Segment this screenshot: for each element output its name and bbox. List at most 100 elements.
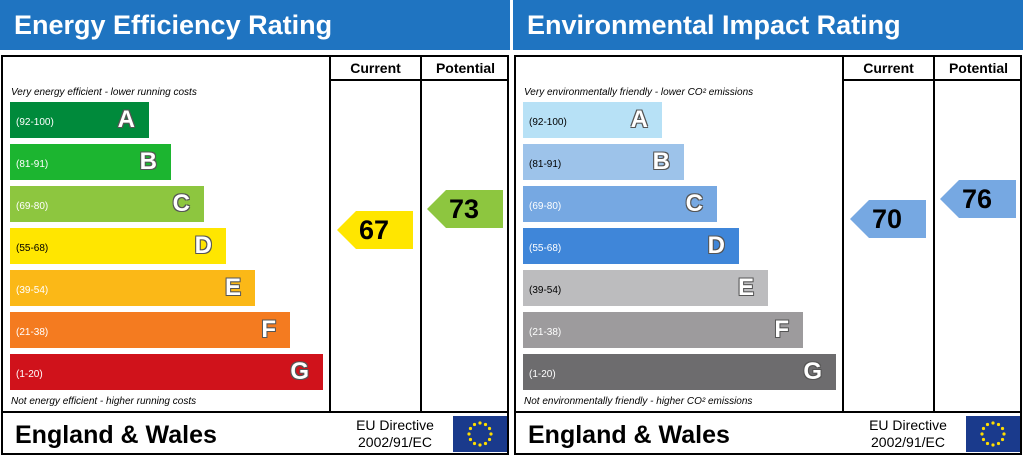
top-caption: Very environmentally friendly - lower CO… xyxy=(524,87,754,98)
band-g: (1-20) G xyxy=(10,354,323,390)
current-arrow-fill xyxy=(850,200,926,239)
current-arrow-shape xyxy=(850,200,926,239)
band-f: (21-38) F xyxy=(523,312,803,348)
chart-title: Environmental Impact Rating xyxy=(513,0,1023,50)
band-g: (1-20) G xyxy=(523,354,836,390)
band-b: (81-91) B xyxy=(523,144,684,180)
potential-arrow-shape xyxy=(427,190,503,229)
column-potential: Potential xyxy=(948,60,1009,76)
header-divider xyxy=(842,79,1022,81)
eu-star-icon xyxy=(472,441,477,446)
current-rating-arrow: 70 xyxy=(850,200,926,239)
band-letter: A xyxy=(630,106,648,133)
band-letter: B xyxy=(139,148,157,175)
eu-directive: EU Directive 2002/91/EC xyxy=(345,417,445,451)
band-range-label: (1-20) xyxy=(529,369,556,380)
band-range-label: (55-68) xyxy=(16,243,49,254)
eu-star-icon xyxy=(483,422,488,427)
band-letter: F xyxy=(774,316,789,343)
band-range-label: (69-80) xyxy=(529,201,562,212)
directive-line1: EU Directive xyxy=(869,417,947,433)
directive-line1: EU Directive xyxy=(356,417,434,433)
band-c: (69-80) C xyxy=(523,186,717,222)
potential-rating-value: 73 xyxy=(449,194,480,225)
band-e: (39-54) E xyxy=(10,270,255,306)
eu-star-icon xyxy=(996,422,1001,427)
band-e: (39-54) E xyxy=(523,270,768,306)
eu-star-icon xyxy=(467,432,471,436)
divider-current xyxy=(842,57,844,413)
eu-star-icon xyxy=(489,432,493,436)
eu-flag-graphic xyxy=(453,416,507,452)
eu-star-icon xyxy=(991,421,995,425)
band-letter: G xyxy=(803,358,822,385)
eu-star-icon xyxy=(996,441,1001,446)
header-divider xyxy=(329,79,509,81)
bottom-caption: Not environmentally friendly - higher CO… xyxy=(524,396,753,407)
band-range-label: (92-100) xyxy=(16,117,54,128)
potential-rating-arrow: 76 xyxy=(940,179,1016,218)
band-a: (92-100) A xyxy=(523,102,662,138)
eu-star-icon xyxy=(985,441,990,446)
rating-frame: Current Potential Very environmentally f… xyxy=(514,55,1022,455)
band-letter: D xyxy=(707,232,725,259)
environmental-impact-panel: Environmental Impact Rating Current Pote… xyxy=(513,0,1023,457)
eu-star-icon xyxy=(487,437,492,442)
potential-arrow-fill xyxy=(427,190,503,229)
eu-star-icon xyxy=(1000,426,1005,431)
band-f: (21-38) F xyxy=(10,312,290,348)
band-a: (92-100) A xyxy=(10,102,149,138)
eu-star-icon xyxy=(980,432,984,436)
band-letter: G xyxy=(290,358,309,385)
eu-star-icon xyxy=(985,422,990,427)
current-arrow-fill xyxy=(337,211,413,249)
band-letter: E xyxy=(737,274,754,301)
bottom-caption: Not energy efficient - higher running co… xyxy=(11,396,197,407)
eu-flag-icon xyxy=(453,416,507,452)
band-b: (81-91) B xyxy=(10,144,171,180)
eu-flag-background xyxy=(453,416,507,452)
band-range-label: (69-80) xyxy=(16,201,49,212)
eu-star-icon xyxy=(981,437,986,442)
band-d: (55-68) D xyxy=(523,228,739,264)
band-letter: E xyxy=(224,274,241,301)
band-range-label: (21-38) xyxy=(16,327,49,338)
column-potential: Potential xyxy=(435,60,496,76)
band-letter: A xyxy=(117,106,135,133)
band-letter: C xyxy=(685,190,703,217)
directive-line2: 2002/91/EC xyxy=(358,434,432,450)
band-range-label: (21-38) xyxy=(529,327,562,338)
column-current: Current xyxy=(863,60,914,76)
band-range-label: (81-91) xyxy=(529,159,562,170)
eu-star-icon xyxy=(468,437,473,442)
eu-star-icon xyxy=(472,422,477,427)
band-range-label: (39-54) xyxy=(16,285,49,296)
eu-star-icon xyxy=(991,443,995,447)
divider-potential xyxy=(420,57,422,413)
current-rating-arrow: 67 xyxy=(337,211,413,249)
chart-title: Energy Efficiency Rating xyxy=(0,0,510,50)
eu-star-icon xyxy=(478,443,482,447)
band-range-label: (1-20) xyxy=(16,369,43,380)
divider-potential xyxy=(933,57,935,413)
potential-arrow-fill xyxy=(940,179,1016,218)
region-label: England & Wales xyxy=(528,421,730,449)
current-arrow-shape xyxy=(337,211,413,249)
band-range-label: (39-54) xyxy=(529,285,562,296)
potential-rating-arrow: 73 xyxy=(427,190,503,229)
eu-star-icon xyxy=(1000,437,1005,442)
eu-star-icon xyxy=(468,426,473,431)
band-letter: B xyxy=(652,148,670,175)
top-caption: Very energy efficient - lower running co… xyxy=(11,87,197,98)
eu-directive: EU Directive 2002/91/EC xyxy=(858,417,958,451)
band-range-label: (81-91) xyxy=(16,159,49,170)
band-letter: F xyxy=(261,316,276,343)
eu-star-icon xyxy=(478,421,482,425)
rating-frame: Current Potential Very energy efficient … xyxy=(1,55,509,455)
band-d: (55-68) D xyxy=(10,228,226,264)
column-current: Current xyxy=(350,60,401,76)
potential-arrow-shape xyxy=(940,179,1016,218)
eu-flag-icon xyxy=(966,416,1020,452)
potential-rating-value: 76 xyxy=(962,183,993,214)
directive-line2: 2002/91/EC xyxy=(871,434,945,450)
